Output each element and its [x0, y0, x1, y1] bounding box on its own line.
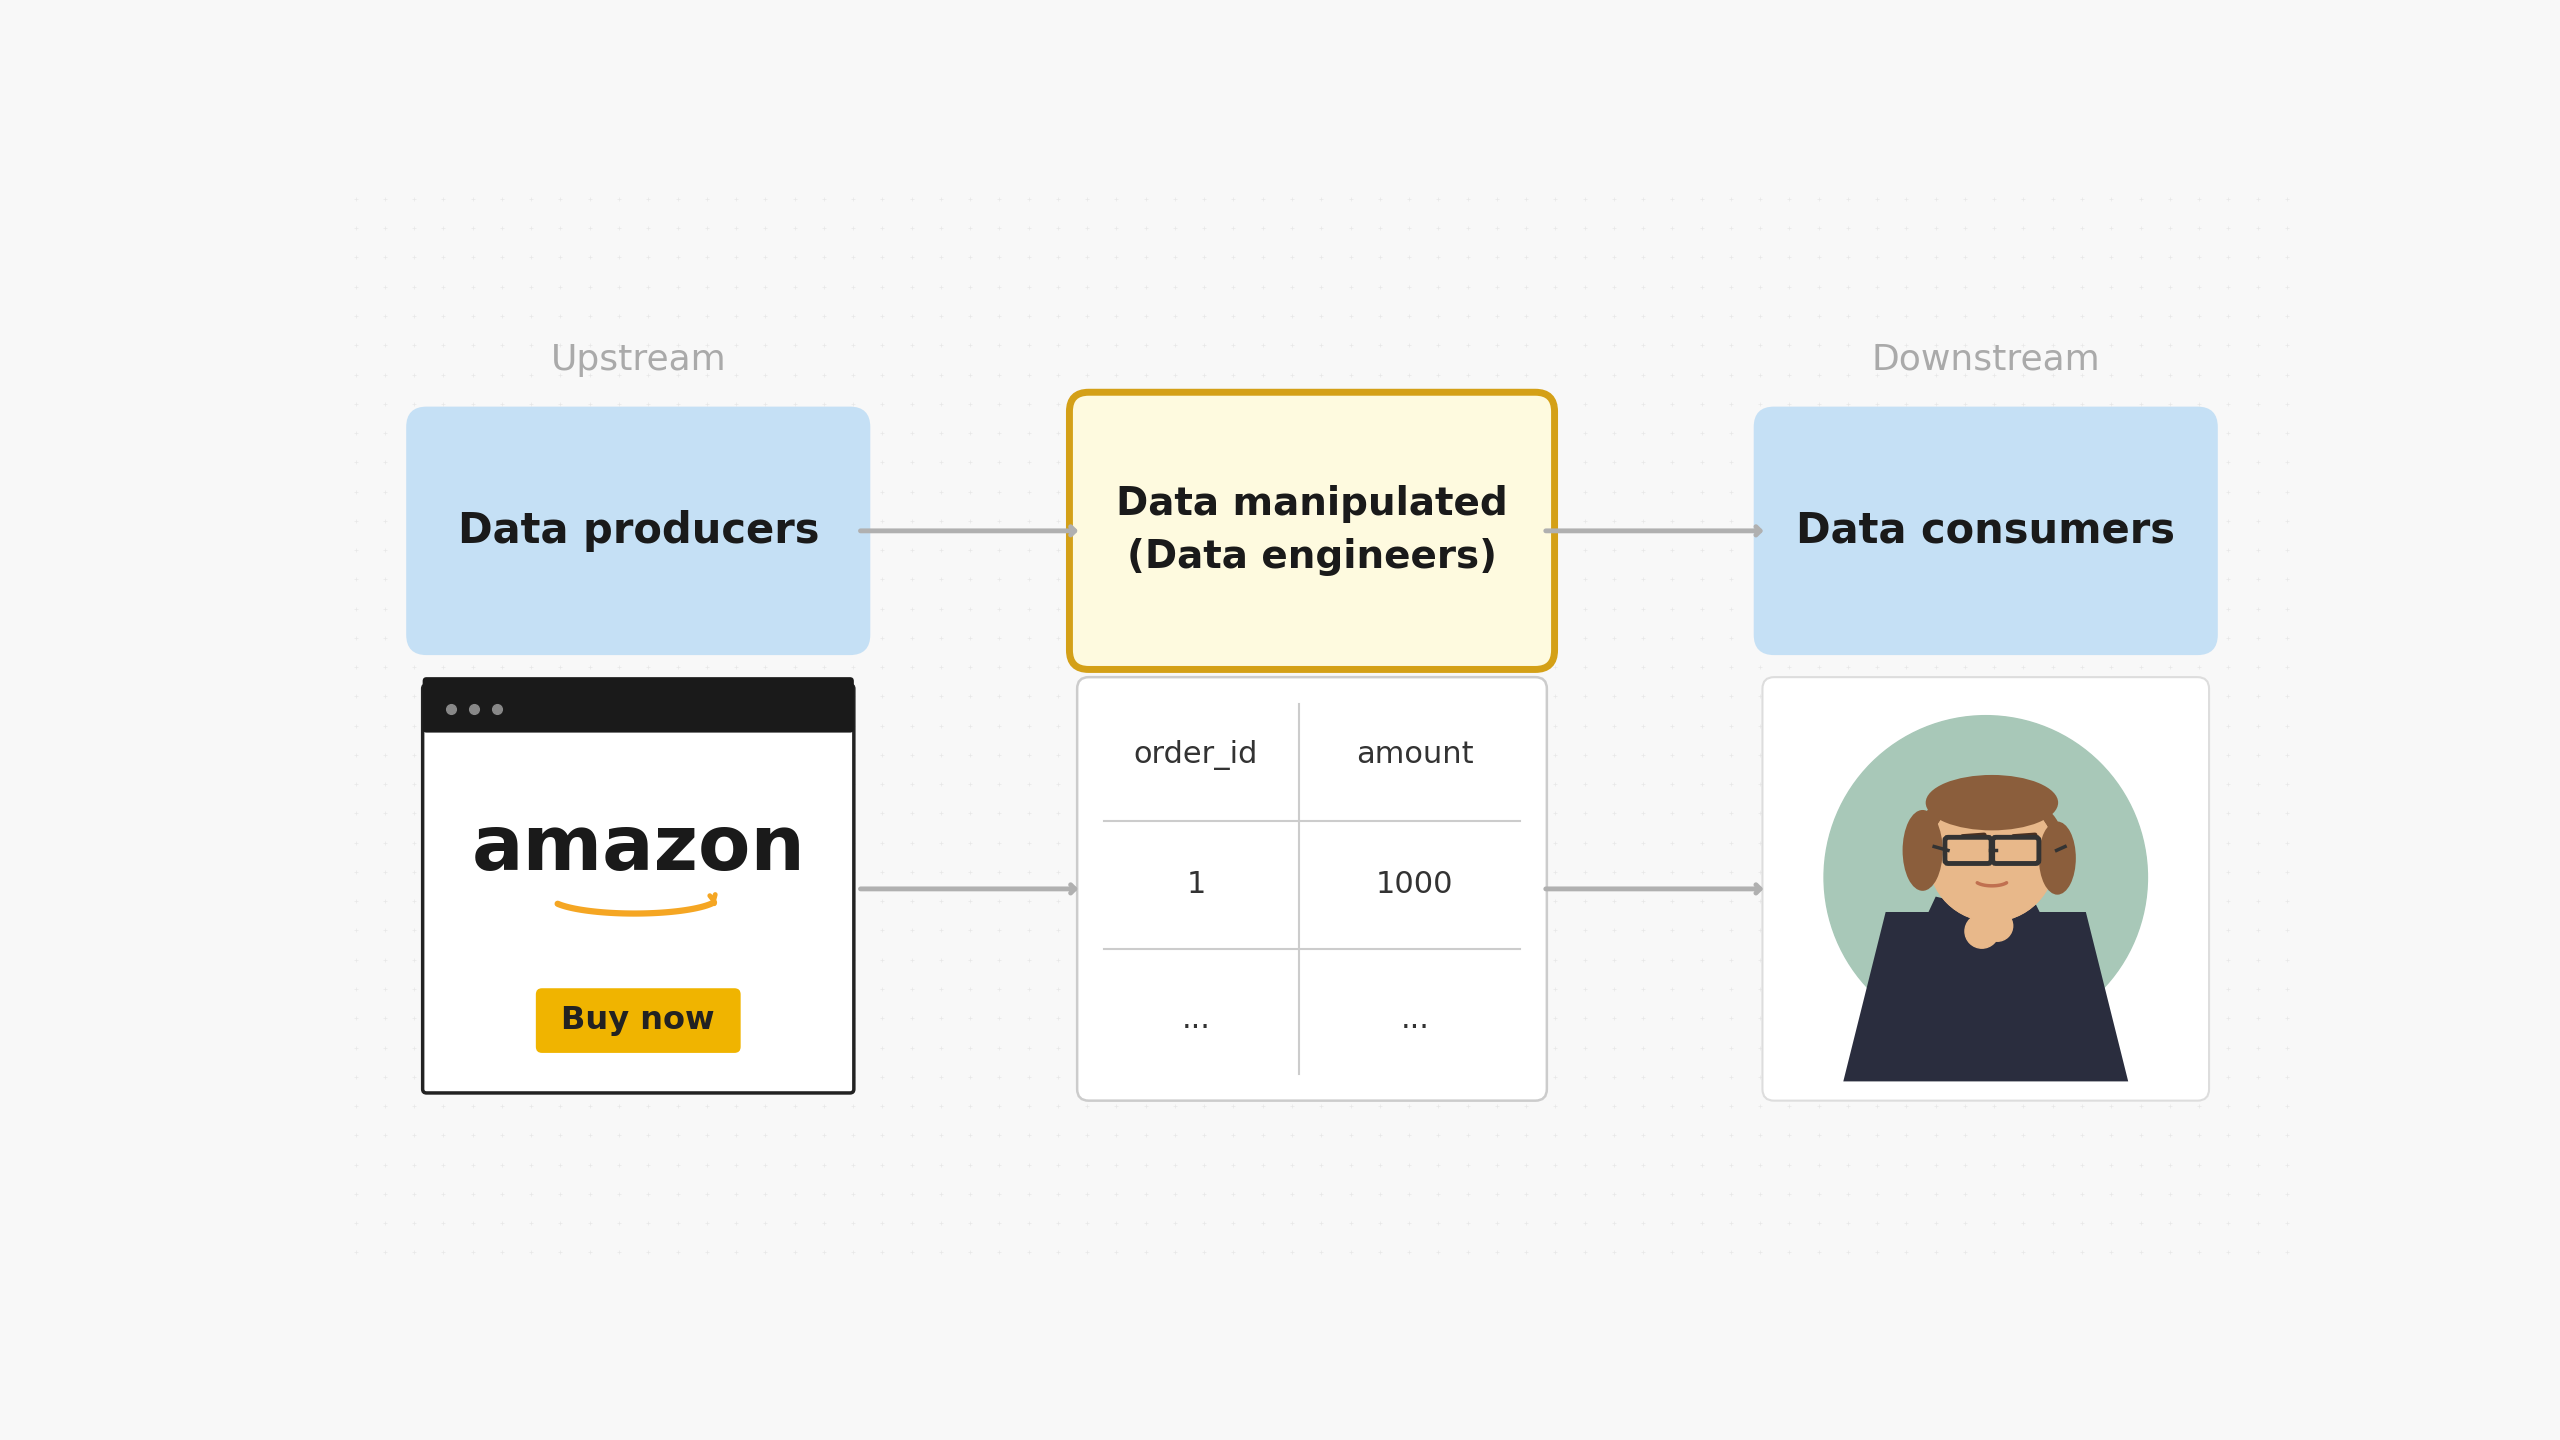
Text: Data consumers: Data consumers	[1797, 510, 2176, 552]
Ellipse shape	[1902, 809, 1943, 891]
FancyBboxPatch shape	[1070, 392, 1554, 670]
Text: Buy now: Buy now	[561, 1005, 714, 1035]
Text: Data manipulated
(Data engineers): Data manipulated (Data engineers)	[1116, 485, 1508, 576]
Bar	[1974, 894, 1997, 922]
Bar	[428, 708, 850, 729]
Text: 1: 1	[1185, 870, 1206, 900]
Polygon shape	[1943, 900, 2028, 933]
Text: 1000: 1000	[1375, 870, 1454, 900]
FancyBboxPatch shape	[1761, 677, 2209, 1100]
Circle shape	[1966, 914, 1999, 948]
Text: ...: ...	[1183, 1005, 1211, 1034]
Text: Downstream: Downstream	[1871, 343, 2099, 377]
FancyBboxPatch shape	[422, 685, 855, 1093]
FancyBboxPatch shape	[535, 988, 740, 1053]
Polygon shape	[1871, 897, 2033, 1028]
Ellipse shape	[2038, 822, 2076, 894]
Polygon shape	[1843, 912, 2127, 1081]
Text: Data producers: Data producers	[458, 510, 819, 552]
Text: order_id: order_id	[1134, 740, 1257, 770]
Text: ...: ...	[1400, 1005, 1428, 1034]
Circle shape	[1928, 795, 2056, 922]
Polygon shape	[1951, 904, 2102, 1028]
Text: Upstream: Upstream	[550, 343, 727, 377]
FancyBboxPatch shape	[422, 677, 855, 733]
Ellipse shape	[1925, 775, 2058, 831]
Circle shape	[1928, 795, 2056, 922]
FancyBboxPatch shape	[1078, 677, 1546, 1100]
FancyBboxPatch shape	[1754, 408, 2217, 654]
Text: amazon: amazon	[471, 812, 806, 886]
Ellipse shape	[1915, 791, 2061, 880]
FancyBboxPatch shape	[407, 408, 870, 654]
Text: amount: amount	[1357, 740, 1475, 769]
Circle shape	[1825, 716, 2148, 1040]
Circle shape	[1981, 910, 2012, 942]
